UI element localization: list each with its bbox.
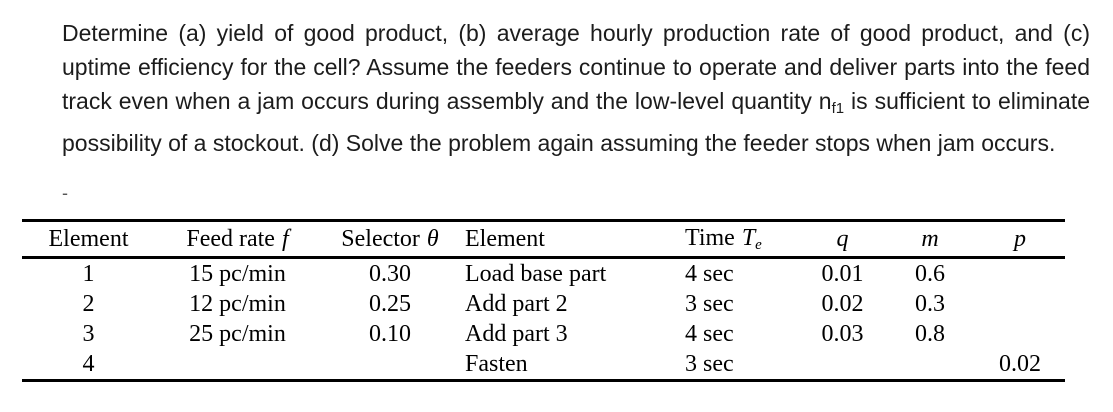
cell-task: Load base part [465, 260, 607, 287]
col-header-time-label: Time [685, 224, 735, 251]
col-header-feed-rate: Feed rate f [155, 220, 320, 259]
cell-q: 0.02 [821, 290, 864, 317]
col-header-element-number: Element [22, 220, 155, 259]
stray-dash-mark: - [62, 183, 68, 203]
problem-statement: Determine (a) yield of good product, (b)… [62, 16, 1090, 160]
cell-p [975, 289, 1065, 319]
table-row: 3 25 pc/min 0.10 Add part 3 4 sec 0.03 0… [22, 319, 1065, 349]
table-header-row: Element Feed rate f Selector θ Element Tim… [22, 220, 1065, 259]
cell-task: Fasten [465, 350, 528, 377]
col-header-p: p [975, 220, 1065, 259]
cell-p [975, 319, 1065, 349]
cell-q [800, 349, 885, 381]
cell-m: 0.6 [915, 260, 945, 287]
col-header-element-task-label: Element [465, 225, 545, 252]
cell-element-number: 1 [82, 260, 95, 287]
cell-m: 0.3 [915, 290, 945, 317]
col-header-element-task: Element [460, 220, 675, 259]
cell-task: Add part 2 [465, 290, 568, 317]
cell-time: 3 sec [685, 350, 734, 377]
cell-selector: 0.30 [369, 260, 411, 287]
cell-selector: 0.10 [369, 320, 411, 347]
assembly-cell-data-table: Element Feed rate f Selector θ Element Tim… [22, 219, 1065, 382]
time-variable-T: T [741, 224, 756, 251]
time-subscript-e: e [755, 236, 762, 253]
cell-time: 3 sec [685, 290, 734, 317]
feed-rate-variable-f: f [281, 225, 289, 252]
table-row: 1 15 pc/min 0.30 Load base part 4 sec 0.… [22, 258, 1065, 290]
cell-feed-rate: 25 pc/min [189, 320, 286, 347]
col-header-element-number-label: Element [48, 225, 129, 252]
col-header-feed-rate-label: Feed rate [186, 225, 275, 252]
cell-q: 0.03 [821, 320, 864, 347]
cell-selector: 0.25 [369, 290, 411, 317]
col-header-selector-label: Selector [341, 225, 420, 252]
cell-element-number: 4 [82, 350, 95, 377]
cell-time: 4 sec [685, 320, 734, 347]
cell-p: 0.02 [999, 350, 1041, 377]
col-header-selector: Selector θ [320, 220, 460, 259]
cell-element-number: 2 [82, 290, 95, 317]
col-header-q: q [800, 220, 885, 259]
col-header-time: Time Te [675, 220, 800, 259]
nf1-subscript: f1 [831, 100, 845, 117]
table-row: 2 12 pc/min 0.25 Add part 2 3 sec 0.02 0… [22, 289, 1065, 319]
cell-feed-rate [155, 349, 320, 381]
table-body: 1 15 pc/min 0.30 Load base part 4 sec 0.… [22, 258, 1065, 381]
cell-selector [320, 349, 460, 381]
cell-feed-rate: 15 pc/min [189, 260, 286, 287]
cell-m [885, 349, 975, 381]
table-row: 4 Fasten 3 sec 0.02 [22, 349, 1065, 381]
cell-time: 4 sec [685, 260, 734, 287]
cell-q: 0.01 [821, 260, 864, 287]
selector-variable-theta: θ [426, 225, 439, 252]
cell-m: 0.8 [915, 320, 945, 347]
cell-task: Add part 3 [465, 320, 568, 347]
problem-text-after-subscript: is sufficient to eliminate possibility o… [62, 88, 1090, 156]
col-header-m: m [885, 220, 975, 259]
problem-text-before-subscript: Determine (a) yield of good product, (b)… [62, 20, 1090, 114]
cell-element-number: 3 [82, 320, 95, 347]
cell-p [975, 258, 1065, 290]
cell-feed-rate: 12 pc/min [189, 290, 286, 317]
